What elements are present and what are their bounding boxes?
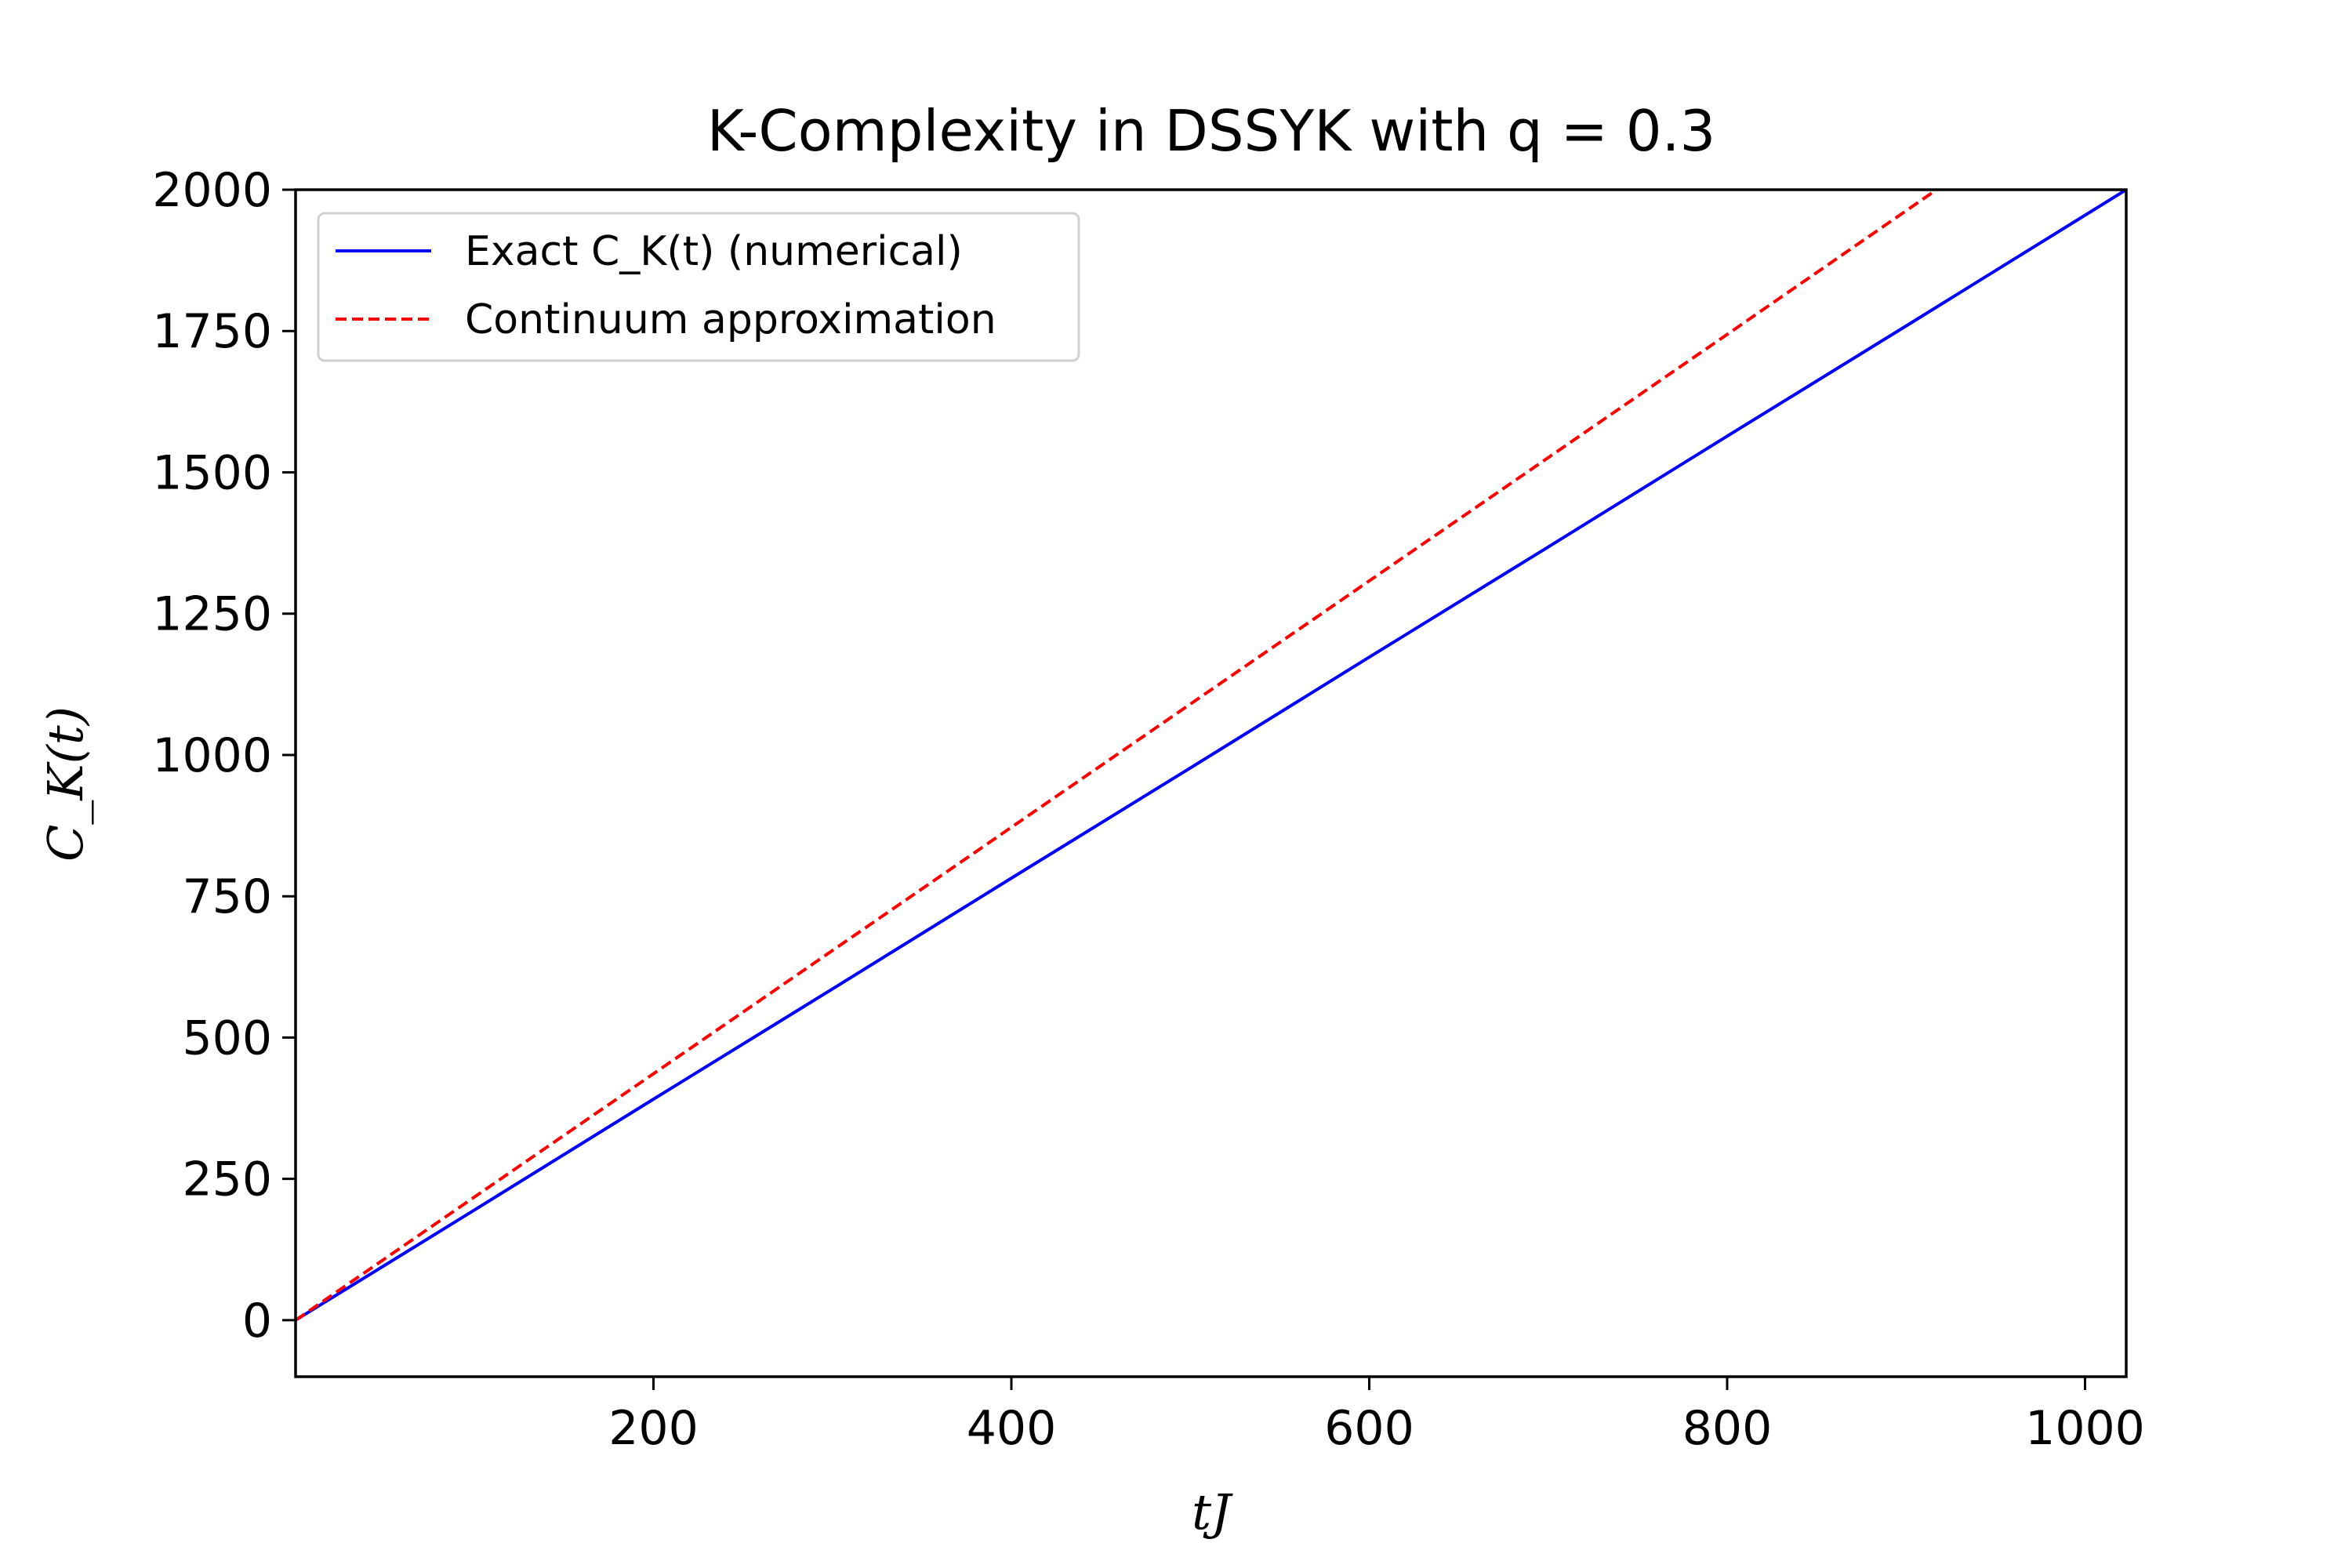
y-tick-label: 250	[182, 1152, 272, 1207]
plot-area	[294, 188, 2128, 1378]
y-tick-label: 1500	[152, 445, 272, 500]
y-tick-label: 0	[242, 1294, 272, 1348]
x-tick-label: 200	[608, 1401, 699, 1456]
y-tick-label: 1000	[152, 728, 272, 783]
x-axis-label: tJ	[1192, 1483, 1233, 1541]
x-tick-label: 400	[967, 1401, 1057, 1456]
legend-label-0: Exact C_K(t) (numerical)	[465, 228, 963, 275]
x-tick-label: 600	[1324, 1401, 1414, 1456]
y-tick-label: 750	[182, 869, 272, 924]
y-tick-label: 1750	[152, 304, 272, 359]
legend-label-1: Continuum approximation	[465, 296, 996, 343]
legend-box	[317, 212, 1080, 362]
x-tick-label: 1000	[2025, 1401, 2145, 1456]
y-axis-label: C_K(t)	[37, 706, 94, 862]
y-tick-label: 2000	[152, 163, 272, 218]
x-axis: 200 400 600 800 1000	[608, 1377, 2145, 1456]
y-tick-label: 1250	[152, 587, 272, 642]
plot-frame	[294, 188, 2128, 1378]
chart-title: K-Complexity in DSSYK with q = 0.3	[707, 98, 1716, 164]
series-line-1	[296, 190, 1938, 1322]
x-tick-label: 800	[1682, 1401, 1773, 1456]
legend: Exact C_K(t) (numerical) Continuum approx…	[317, 212, 1080, 362]
y-tick-label: 500	[182, 1011, 272, 1065]
series-line-0	[296, 190, 2126, 1322]
y-axis: 0 250 500 750 1000 1250 1500 1750 2000	[152, 163, 296, 1348]
title-text: K-Complexity in DSSYK with q = 0.3	[707, 98, 1716, 164]
